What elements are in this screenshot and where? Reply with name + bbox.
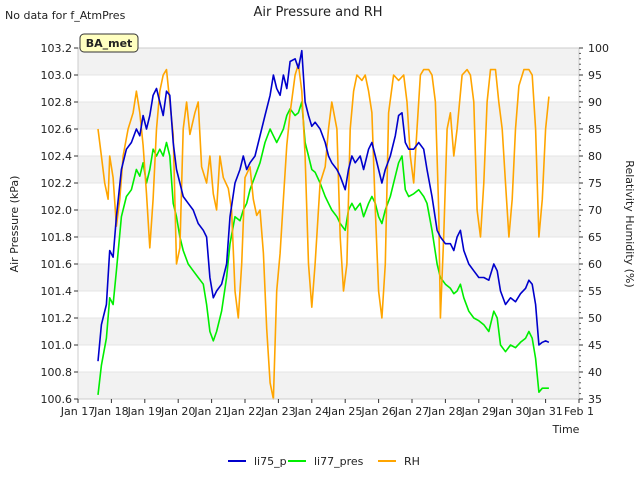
right-tick-label: 40: [588, 366, 602, 379]
left-tick-label: 103.2: [41, 42, 73, 55]
x-tick-label: Jan 30: [494, 405, 529, 418]
left-tick-label: 103.0: [41, 69, 73, 82]
left-tick-label: 102.6: [41, 123, 73, 136]
background-band: [78, 318, 579, 345]
right-tick-label: 50: [588, 312, 602, 325]
left-tick-label: 101.4: [41, 285, 73, 298]
background-band: [78, 48, 579, 75]
plot-frame: [77, 47, 580, 400]
x-tick-label: Jan 25: [327, 405, 362, 418]
right-tick-label: 45: [588, 339, 602, 352]
series-line-li77_pres: [97, 101, 549, 395]
legend: li75_p li77_pres RH: [228, 455, 420, 468]
x-tick-label: Jan 28: [427, 405, 462, 418]
left-tick-label: 100.6: [41, 393, 73, 406]
x-tick-label: Jan 22: [227, 405, 262, 418]
x-tick-label: Jan 17: [60, 405, 95, 418]
badge-label: BA_met: [86, 37, 133, 50]
x-axis-label: Time: [552, 423, 580, 436]
no-data-note: No data for f_AtmPres: [5, 9, 126, 22]
right-tick-label: 90: [588, 96, 602, 109]
right-tick-label: 35: [588, 393, 602, 406]
x-tick-label: Jan 21: [193, 405, 228, 418]
station-badge: BA_met: [79, 33, 139, 53]
x-tick-label: Jan 19: [127, 405, 162, 418]
left-axis-ticks: 100.6 100.8 101.0 101.2 101.4 101.6 101.8 102.0…: [41, 42, 78, 406]
left-tick-label: 102.2: [41, 177, 73, 190]
legend-label-RH: RH: [404, 455, 420, 468]
background-band: [78, 210, 579, 237]
chart-title: Air Pressure and RH: [253, 5, 382, 20]
x-tick-label: Jan 18: [93, 405, 128, 418]
background-band: [78, 372, 579, 399]
x-tick-label: Jan 20: [160, 405, 195, 418]
left-tick-label: 102.0: [41, 204, 73, 217]
legend-label-li75_p: li75_p: [254, 455, 287, 468]
left-tick-label: 100.8: [41, 366, 73, 379]
right-tick-label: 95: [588, 69, 602, 82]
right-tick-label: 75: [588, 177, 602, 190]
right-tick-label: 55: [588, 285, 602, 298]
right-tick-label: 70: [588, 204, 602, 217]
right-tick-label: 100: [588, 42, 609, 55]
x-tick-label: Jan 29: [461, 405, 496, 418]
x-tick-label: Jan 27: [394, 405, 429, 418]
legend-label-li77_pres: li77_pres: [314, 455, 364, 468]
x-tick-label: Jan 24: [294, 405, 329, 418]
background-band: [78, 156, 579, 183]
x-tick-label: Jan 31: [527, 405, 562, 418]
right-axis-ticks: 35 40 45 50 55 60 65 70 75 80 85 90 95 100: [579, 42, 609, 406]
left-tick-label: 101.2: [41, 312, 73, 325]
right-axis-label: Relativity Humidity (%): [623, 160, 636, 287]
left-tick-label: 101.0: [41, 339, 73, 352]
left-tick-label: 102.4: [41, 150, 73, 163]
x-tick-label: Jan 26: [360, 405, 395, 418]
left-axis-label: Air Pressure (kPa): [8, 176, 21, 273]
x-tick-label: Feb 1: [564, 405, 594, 418]
background-bands: [78, 48, 579, 399]
x-tick-label: Jan 23: [260, 405, 295, 418]
left-tick-label: 101.8: [41, 231, 73, 244]
series-line-li75_p: [97, 49, 550, 362]
left-tick-label: 102.8: [41, 96, 73, 109]
right-tick-label: 80: [588, 150, 602, 163]
right-tick-label: 65: [588, 231, 602, 244]
badge-box: [79, 33, 139, 53]
series-lines: [97, 49, 550, 400]
background-band: [78, 264, 579, 291]
right-tick-label: 60: [588, 258, 602, 271]
right-tick-label: 85: [588, 123, 602, 136]
left-tick-label: 101.6: [41, 258, 73, 271]
